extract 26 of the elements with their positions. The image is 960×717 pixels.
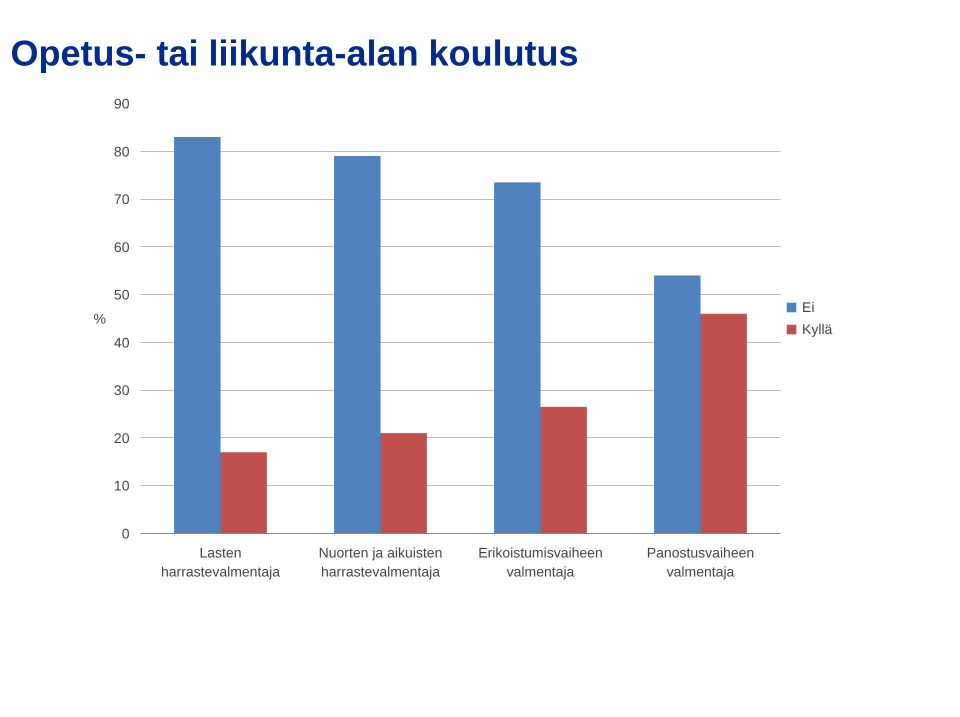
y-tick-label: 90 bbox=[114, 96, 130, 112]
x-tick-label: Nuorten ja aikuisten harrastevalmentaja bbox=[318, 544, 442, 580]
bar bbox=[540, 406, 587, 534]
bar bbox=[494, 182, 540, 534]
y-tick-label: 20 bbox=[114, 430, 130, 446]
bar bbox=[654, 276, 700, 534]
x-tick-label: Erikoistumisvaiheen valmentaja bbox=[478, 544, 603, 580]
y-tick-label: 10 bbox=[114, 478, 130, 494]
y-tick-label: 40 bbox=[114, 334, 130, 350]
y-tick-label: 60 bbox=[114, 238, 130, 255]
x-tick-label: Lasten harrastevalmentaja bbox=[160, 544, 280, 580]
bar bbox=[700, 314, 747, 534]
x-tick-label: Panostusvaiheen valmentaja bbox=[646, 544, 754, 580]
y-axis-title: % bbox=[93, 310, 106, 326]
chart-title: Opetus- tai liikunta-alan koulutus bbox=[10, 32, 579, 74]
y-tick-label: 30 bbox=[114, 382, 130, 398]
legend-label: Kyllä bbox=[802, 321, 832, 337]
y-tick-label: 0 bbox=[122, 526, 130, 542]
bar bbox=[334, 156, 380, 534]
bar bbox=[220, 452, 267, 534]
y-tick-label: 70 bbox=[114, 191, 130, 208]
y-tick-label: 50 bbox=[114, 286, 130, 303]
bar bbox=[174, 136, 220, 534]
y-tick-label: 80 bbox=[114, 143, 130, 160]
bar bbox=[380, 433, 427, 534]
legend-label: Ei bbox=[802, 299, 816, 315]
